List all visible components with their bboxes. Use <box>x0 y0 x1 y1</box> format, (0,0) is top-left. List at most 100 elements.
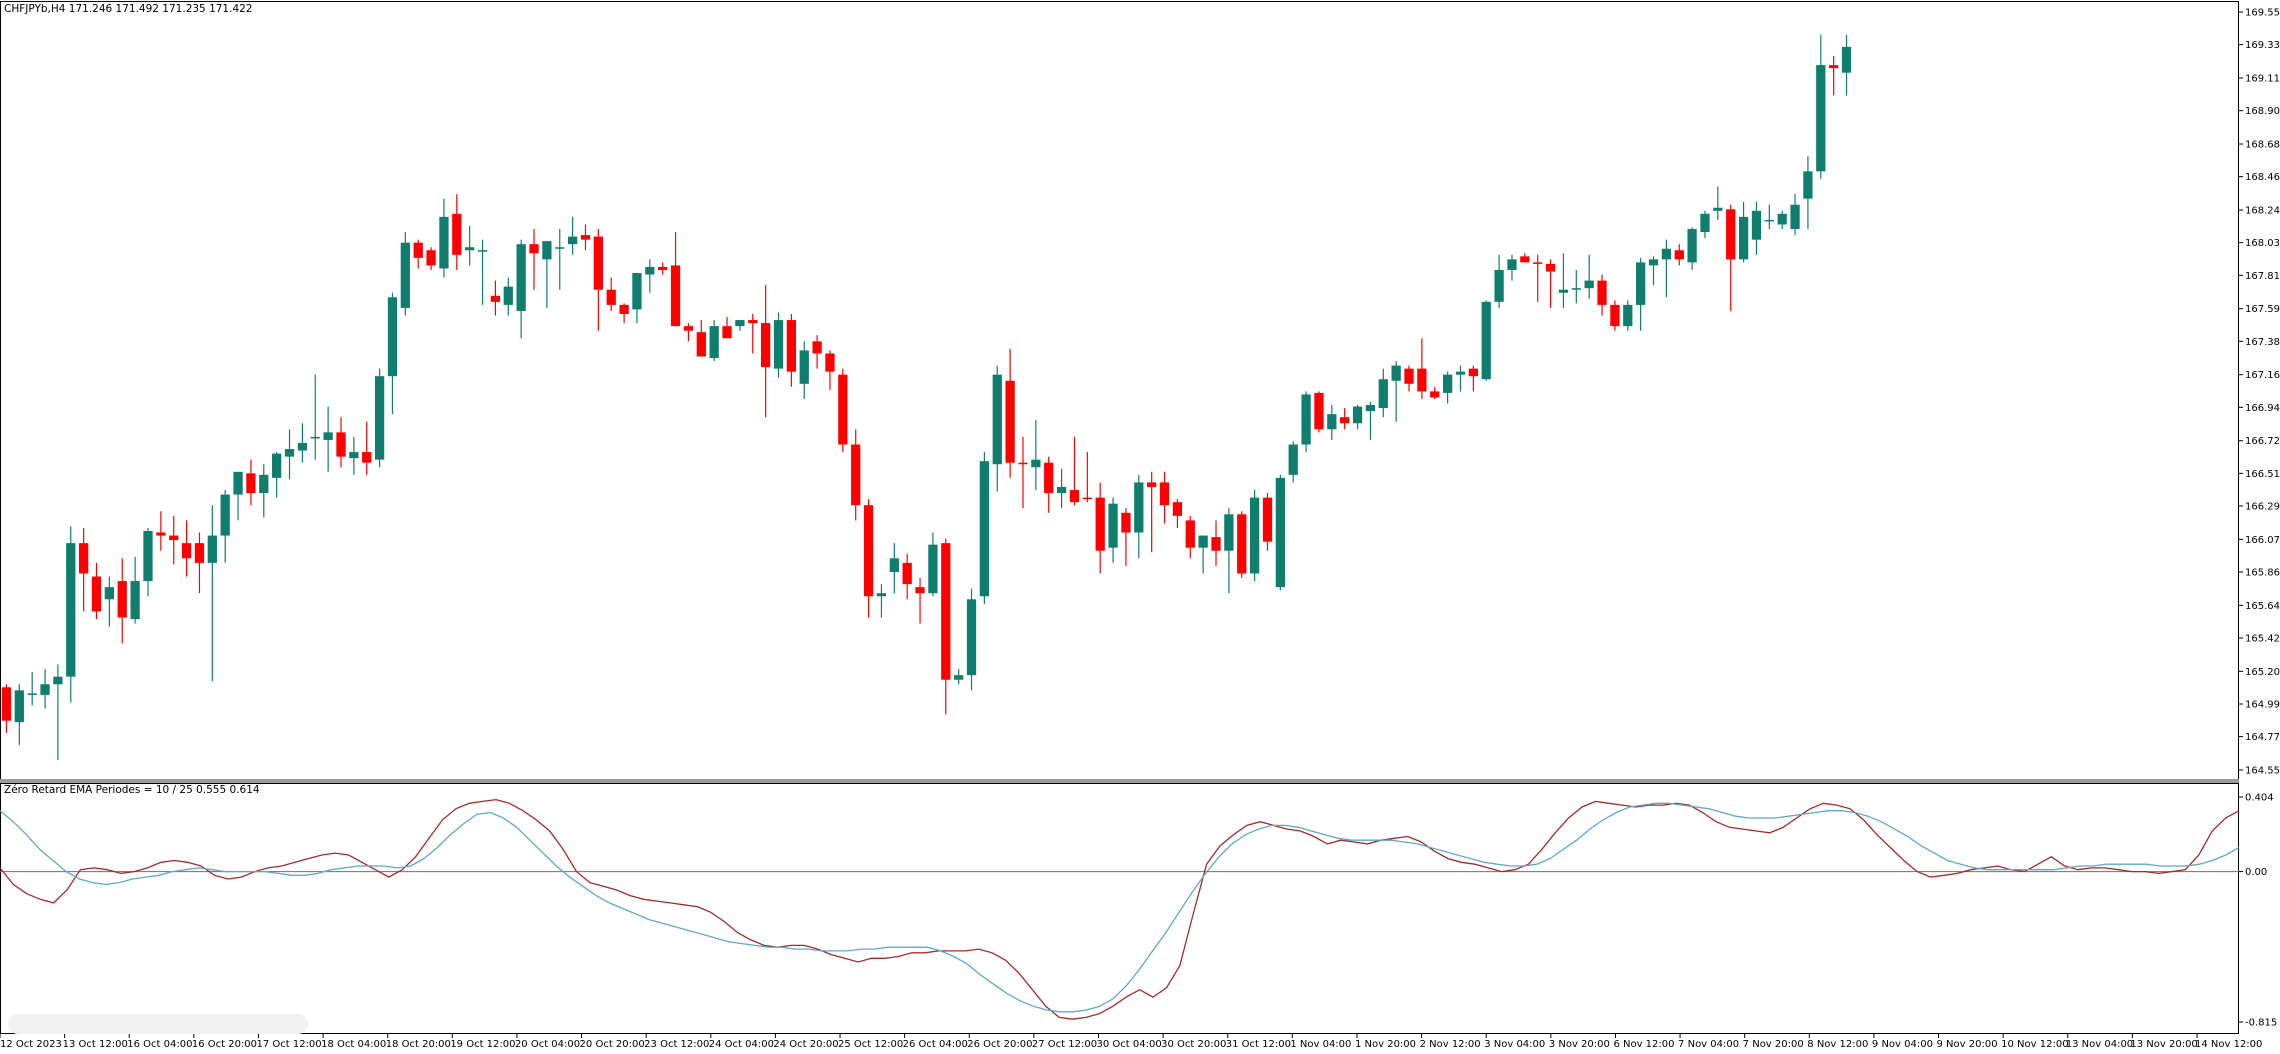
candle-body <box>619 304 629 314</box>
candle <box>1031 420 1041 491</box>
candle-body <box>1005 380 1015 463</box>
candle-body <box>1185 520 1195 548</box>
candle-body <box>1082 497 1092 500</box>
candle <box>1674 244 1684 266</box>
candle <box>323 406 333 472</box>
candle-body <box>1713 207 1723 211</box>
candle <box>1648 256 1659 286</box>
candle <box>1404 365 1414 392</box>
candle <box>1262 493 1273 551</box>
candle-body <box>606 289 616 305</box>
candle-body <box>1172 502 1183 516</box>
price-tick-label: 165.640 <box>2245 601 2280 612</box>
candle <box>233 471 243 521</box>
candle <box>1378 368 1388 418</box>
candle <box>748 313 758 354</box>
candle <box>117 558 127 644</box>
candle-body <box>284 449 295 457</box>
candle-body <box>1571 288 1581 290</box>
candle <box>838 368 848 453</box>
candle-body <box>773 320 784 369</box>
candle-body <box>1764 219 1774 222</box>
candle <box>1044 456 1054 513</box>
candle-body <box>1262 497 1273 542</box>
candle <box>1494 254 1504 308</box>
candle <box>812 335 822 369</box>
time-tick-label: 2 Nov 12:00 <box>1420 1039 1481 1050</box>
indicator-layer <box>0 798 2240 1020</box>
candle <box>1455 365 1466 392</box>
candle <box>1803 156 1813 230</box>
candle <box>1558 253 1569 308</box>
candle <box>284 429 295 480</box>
candle-body <box>1069 490 1080 503</box>
candle <box>104 576 115 627</box>
candle-body <box>426 250 436 266</box>
time-tick-label: 3 Nov 04:00 <box>1484 1039 1545 1050</box>
candle <box>735 320 745 331</box>
candle-body <box>220 494 230 536</box>
candle <box>490 280 501 316</box>
candle-body <box>1108 503 1118 548</box>
candle-body <box>735 320 745 327</box>
time-tick-label: 16 Oct 20:00 <box>192 1039 257 1050</box>
price-tick-label: 164.555 <box>2245 766 2280 777</box>
candle <box>1545 259 1556 308</box>
time-tick-label: 17 Oct 12:00 <box>256 1039 321 1050</box>
candle-body <box>1365 405 1376 412</box>
candle <box>542 241 552 308</box>
panel-separator[interactable] <box>0 779 2239 783</box>
candle <box>1 684 12 733</box>
candle-body <box>1829 65 1839 69</box>
candle <box>606 277 616 311</box>
candle-body <box>117 581 127 618</box>
price-tick-label: 166.295 <box>2245 501 2280 512</box>
candle-body <box>1275 477 1285 588</box>
candle-body <box>902 562 912 585</box>
candle <box>1829 56 1839 96</box>
price-tick-label: 166.725 <box>2245 436 2280 447</box>
indicator-tick-label: -0.815 <box>2245 1018 2277 1029</box>
candle-body <box>1700 213 1710 233</box>
candle <box>1185 515 1195 559</box>
candle <box>567 216 578 255</box>
candle-body <box>14 690 24 723</box>
candle-body <box>941 543 951 680</box>
candle-body <box>567 236 578 245</box>
candle-body <box>1610 304 1620 327</box>
candle-body <box>465 247 475 251</box>
candle <box>477 239 488 305</box>
candle <box>374 368 385 468</box>
candle <box>786 313 797 387</box>
candle <box>220 490 230 563</box>
candle <box>1816 34 1826 179</box>
candle <box>1468 365 1478 392</box>
price-tick-label: 167.380 <box>2245 337 2280 348</box>
price-tick-label: 166.945 <box>2245 403 2280 414</box>
time-tick-label: 20 Oct 20:00 <box>580 1039 645 1050</box>
slow-ema-line <box>0 802 2240 1013</box>
time-tick-label: 13 Nov 20:00 <box>2130 1039 2197 1050</box>
candle-body <box>696 332 706 357</box>
candle-body <box>1623 304 1633 327</box>
price-tick-label: 167.815 <box>2245 271 2280 282</box>
candle <box>825 350 835 390</box>
candle <box>1507 254 1517 281</box>
candle <box>902 553 912 600</box>
candle-body <box>1378 379 1388 409</box>
candle <box>27 672 37 706</box>
candle <box>272 452 282 498</box>
price-tick-label: 166.510 <box>2245 469 2280 480</box>
candle-body <box>259 474 269 494</box>
candle-body <box>233 471 243 495</box>
candle <box>876 584 887 618</box>
price-tick-label: 165.205 <box>2245 667 2280 678</box>
candle-body <box>838 374 848 445</box>
candle-body <box>1044 462 1054 494</box>
time-tick-label: 12 Oct 2023 <box>0 1039 62 1050</box>
candle-body <box>1494 269 1504 302</box>
candle-body <box>1121 512 1131 533</box>
candle-body <box>979 461 990 597</box>
